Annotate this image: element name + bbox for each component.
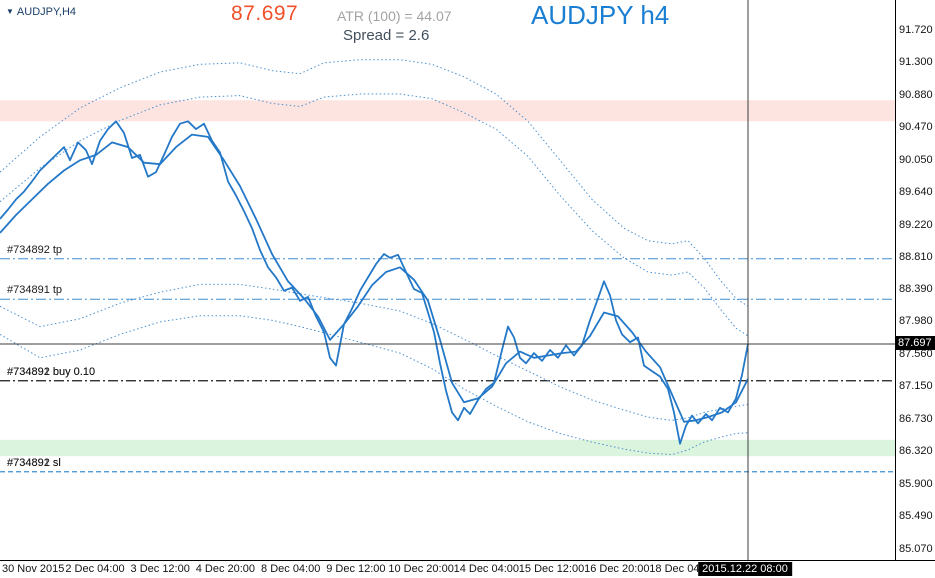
time-axis-label: 15 Dec 12:00 [518, 563, 585, 575]
price-axis-label: 86.320 [899, 445, 933, 457]
price-axis-label: 91.720 [899, 23, 933, 36]
price-axis-label: 90.050 [899, 153, 933, 166]
price-axis-label: 86.730 [899, 413, 933, 425]
price-axis-label: 89.640 [899, 185, 933, 198]
dropdown-triangle-icon: ▼ [6, 7, 14, 16]
price-axis-label: 88.810 [899, 250, 933, 263]
bid-price-display: 87.697 [231, 2, 299, 25]
time-axis-label: 9 Dec 12:00 [326, 563, 386, 575]
time-axis-label: 2 Dec 04:00 [65, 563, 125, 575]
time-axis-label: 14 Dec 04:00 [453, 563, 520, 575]
price-axis-label: 87.980 [899, 315, 933, 328]
envelope-upper-outer-line [0, 59, 749, 307]
price-axis-label: 90.470 [899, 121, 933, 134]
price-axis-label: 88.390 [899, 283, 933, 296]
trade-level-label: #734891 buy 0.10 [7, 365, 96, 378]
time-axis-label: 3 Dec 12:00 [130, 563, 190, 575]
current-price-tag: 87.697 [896, 336, 935, 350]
price-slow-line [0, 133, 749, 423]
chart-area[interactable]: ▼ AUDJPY,H4 87.697 ATR (100) = 44.07 Spre… [0, 0, 935, 561]
time-axis-label: 16 Dec 20:00 [584, 563, 650, 575]
price-axis-label: 90.880 [899, 89, 933, 102]
price-axis-label: 85.900 [899, 477, 933, 490]
resistance-zone [0, 100, 895, 122]
time-axis-label: 10 Dec 20:00 [388, 563, 454, 575]
price-axis-label: 87.150 [899, 380, 933, 393]
symbol-text: AUDJPY,H4 [16, 6, 77, 18]
price-axis-label: 85.070 [899, 542, 933, 555]
trade-level-label: #734891 tp [7, 284, 63, 297]
price-fast-line [0, 120, 749, 445]
trade-level-label: #734892 tp [7, 243, 63, 256]
trade-level-label: #734891 sl [7, 456, 61, 469]
spread-label: Spread = 2.6 [343, 27, 430, 44]
envelope-lower-outer-line [0, 315, 749, 456]
time-axis-label: 30 Nov 2015 [2, 563, 65, 575]
envelope-lower-inner-line [0, 283, 749, 421]
price-axis-label: 91.300 [899, 56, 933, 69]
time-axis: 2015.12.22 08:00 30 Nov 2015 2 Dec 04:00 3… [0, 561, 935, 578]
price-axis-label: 85.490 [899, 509, 933, 522]
trade-level-label: #734892 buy 0.10 [7, 365, 96, 378]
price-axis: 87.697 91.720 91.300 90.880 90.470 90.050 89.… [896, 0, 935, 560]
time-axis-label: 8 Dec 04:00 [261, 563, 321, 575]
current-time-tag: 2015.12.22 08:00 [698, 562, 792, 576]
time-axis-label: 4 Dec 20:00 [195, 563, 256, 575]
chart-watermark: AUDJPY h4 [531, 0, 670, 30]
price-axis-label: 89.220 [899, 218, 933, 231]
support-zone [0, 439, 895, 457]
trade-level-label: #734892 sl [7, 456, 61, 469]
price-axis-label: 87.560 [899, 348, 933, 361]
symbol-timeframe-label: ▼ AUDJPY,H4 [6, 6, 76, 18]
atr-indicator-label: ATR (100) = 44.07 [337, 8, 452, 24]
